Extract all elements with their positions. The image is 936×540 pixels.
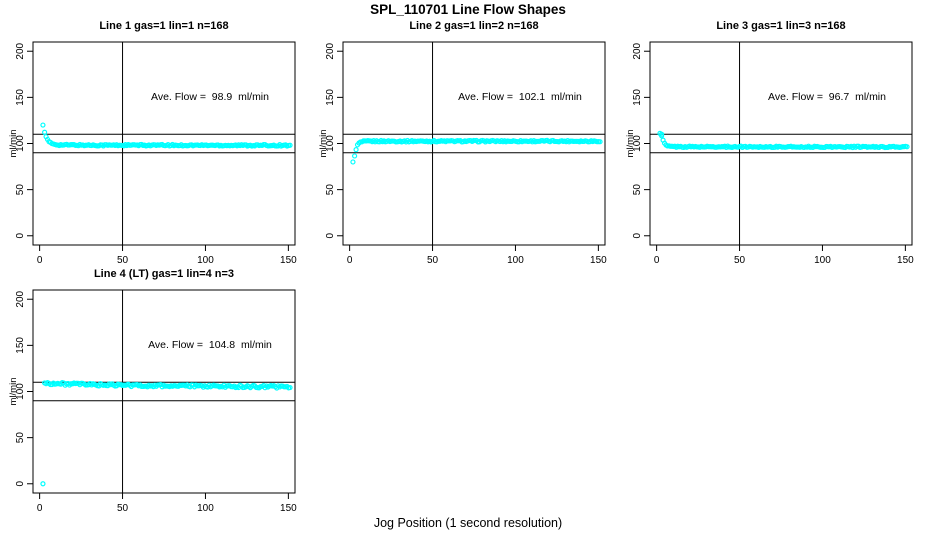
y-tick-label: 100	[15, 135, 26, 152]
y-tick-label: 150	[325, 89, 336, 106]
x-axis-shared-label: Jog Position (1 second resolution)	[373, 516, 563, 530]
y-tick-label: 200	[632, 42, 643, 59]
x-tick-label: 150	[280, 503, 297, 514]
panel-line-2: 0 50 100 150 0 50 100 150 200 Line 2 gas=1 lin=2…	[310, 20, 622, 270]
y-tick-label: 200	[15, 42, 26, 59]
y-axis: 0 50 100 150 200	[325, 42, 343, 239]
x-axis: 0 50 100 150	[37, 493, 297, 514]
y-tick-label: 100	[15, 383, 26, 400]
y-tick-label: 0	[15, 233, 26, 239]
panel-plot-svg: 0 50 100 150 0 50 100 150 200	[15, 289, 297, 514]
x-tick-label: 100	[507, 255, 524, 266]
y-axis-label: ml/min	[8, 129, 19, 158]
panel-plot-svg: 0 50 100 150 0 50 100 150 200	[325, 41, 607, 266]
x-axis: 0 50 100 150	[654, 245, 914, 266]
panel-title: Line 1 gas=1 lin=1 n=168	[99, 20, 229, 32]
panel-plot-svg: 0 50 100 150 0 50 100 150 200	[632, 41, 914, 266]
y-axis: 0 50 100 150 200	[632, 42, 650, 239]
x-tick-label: 150	[590, 255, 607, 266]
x-tick-label: 0	[37, 255, 43, 266]
panel-plot-svg: 0 50 100 150 0 50 100 150 200	[15, 41, 297, 266]
figure-title: SPL_110701 Line Flow Shapes	[370, 2, 566, 17]
data-points	[40, 122, 293, 149]
y-tick-label: 50	[325, 184, 336, 196]
x-tick-label: 50	[427, 255, 439, 266]
reference-lines	[650, 42, 912, 245]
y-axis-label: ml/min	[8, 377, 19, 406]
panel-title: Line 2 gas=1 lin=2 n=168	[409, 20, 539, 32]
y-tick-label: 200	[15, 290, 26, 307]
ave-flow-annotation: Ave. Flow = 104.8 ml/min	[148, 339, 272, 351]
y-tick-label: 50	[632, 184, 643, 196]
y-axis: 0 50 100 150 200	[15, 42, 33, 239]
y-tick-label: 50	[15, 432, 26, 444]
panel-line-3: 0 50 100 150 0 50 100 150 200 Line 3 gas=1 lin=3…	[617, 20, 929, 270]
y-tick-label: 200	[325, 42, 336, 59]
data-points	[657, 130, 910, 151]
x-tick-label: 0	[347, 255, 353, 266]
y-axis-label: ml/min	[625, 129, 636, 158]
x-tick-label: 0	[654, 255, 660, 266]
y-tick-label: 150	[632, 89, 643, 106]
y-tick-label: 50	[15, 184, 26, 196]
reference-lines	[33, 290, 295, 493]
x-tick-label: 50	[117, 503, 129, 514]
plot-box	[649, 41, 913, 246]
x-tick-label: 0	[37, 503, 43, 514]
x-tick-label: 100	[814, 255, 831, 266]
ave-flow-annotation: Ave. Flow = 96.7 ml/min	[768, 91, 886, 103]
panel-line-4: 0 50 100 150 0 50 100 150 200 Line 4 (LT) gas=1 …	[0, 268, 312, 518]
y-tick-label: 0	[15, 481, 26, 487]
y-tick-label: 150	[15, 89, 26, 106]
y-axis-label: ml/min	[318, 129, 329, 158]
y-axis: 0 50 100 150 200	[15, 290, 33, 487]
x-tick-label: 50	[734, 255, 746, 266]
x-tick-label: 150	[280, 255, 297, 266]
ave-flow-annotation: Ave. Flow = 98.9 ml/min	[151, 91, 269, 103]
panel-line-1: 0 50 100 150 0 50 100 150 200 Line 1 gas=1 lin=1…	[0, 20, 312, 270]
x-tick-label: 150	[897, 255, 914, 266]
y-tick-label: 0	[632, 233, 643, 239]
x-axis: 0 50 100 150	[347, 245, 607, 266]
x-tick-label: 100	[197, 503, 214, 514]
ave-flow-annotation: Ave. Flow = 102.1 ml/min	[458, 91, 582, 103]
y-tick-label: 150	[15, 337, 26, 354]
plot-box	[32, 289, 296, 494]
data-points	[350, 137, 603, 165]
y-tick-label: 0	[325, 233, 336, 239]
x-tick-label: 100	[197, 255, 214, 266]
x-tick-label: 50	[117, 255, 129, 266]
x-axis: 0 50 100 150	[37, 245, 297, 266]
panel-title: Line 4 (LT) gas=1 lin=4 n=3	[93, 268, 235, 280]
y-tick-label: 100	[632, 135, 643, 152]
data-points	[40, 379, 293, 487]
y-tick-label: 100	[325, 135, 336, 152]
panel-title: Line 3 gas=1 lin=3 n=168	[716, 20, 846, 32]
